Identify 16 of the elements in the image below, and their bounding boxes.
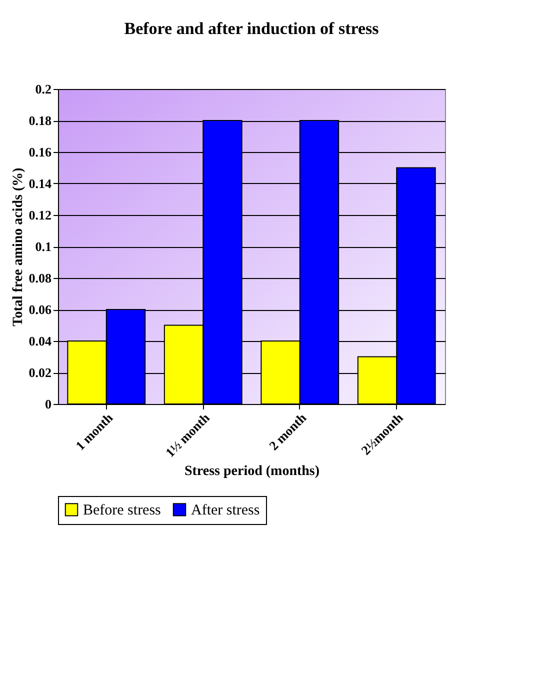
legend-label: Before stress xyxy=(83,502,162,519)
y-tick-label: 0.2 xyxy=(35,82,52,96)
y-tick-label: 0.18 xyxy=(28,113,52,128)
y-tick-label: 0.12 xyxy=(28,208,52,222)
y-tick-label: 0 xyxy=(45,396,52,412)
x-axis-title: Stress period (months) xyxy=(184,464,320,480)
y-axis-title: Total free amino acids (%) xyxy=(10,167,26,326)
y-tick-label: 0.1 xyxy=(35,239,52,254)
y-tick-label: 0.14 xyxy=(28,176,52,191)
legend-label: After stress xyxy=(191,502,260,519)
y-tick-label: 0.08 xyxy=(28,270,52,286)
y-tick-label: 0.16 xyxy=(28,144,52,160)
y-tick-label: 0.02 xyxy=(28,365,52,380)
y-tick-label: 0.06 xyxy=(28,302,52,317)
y-tick-label: 0.04 xyxy=(28,334,52,348)
chart-title: Before and after induction of stress xyxy=(124,19,380,38)
